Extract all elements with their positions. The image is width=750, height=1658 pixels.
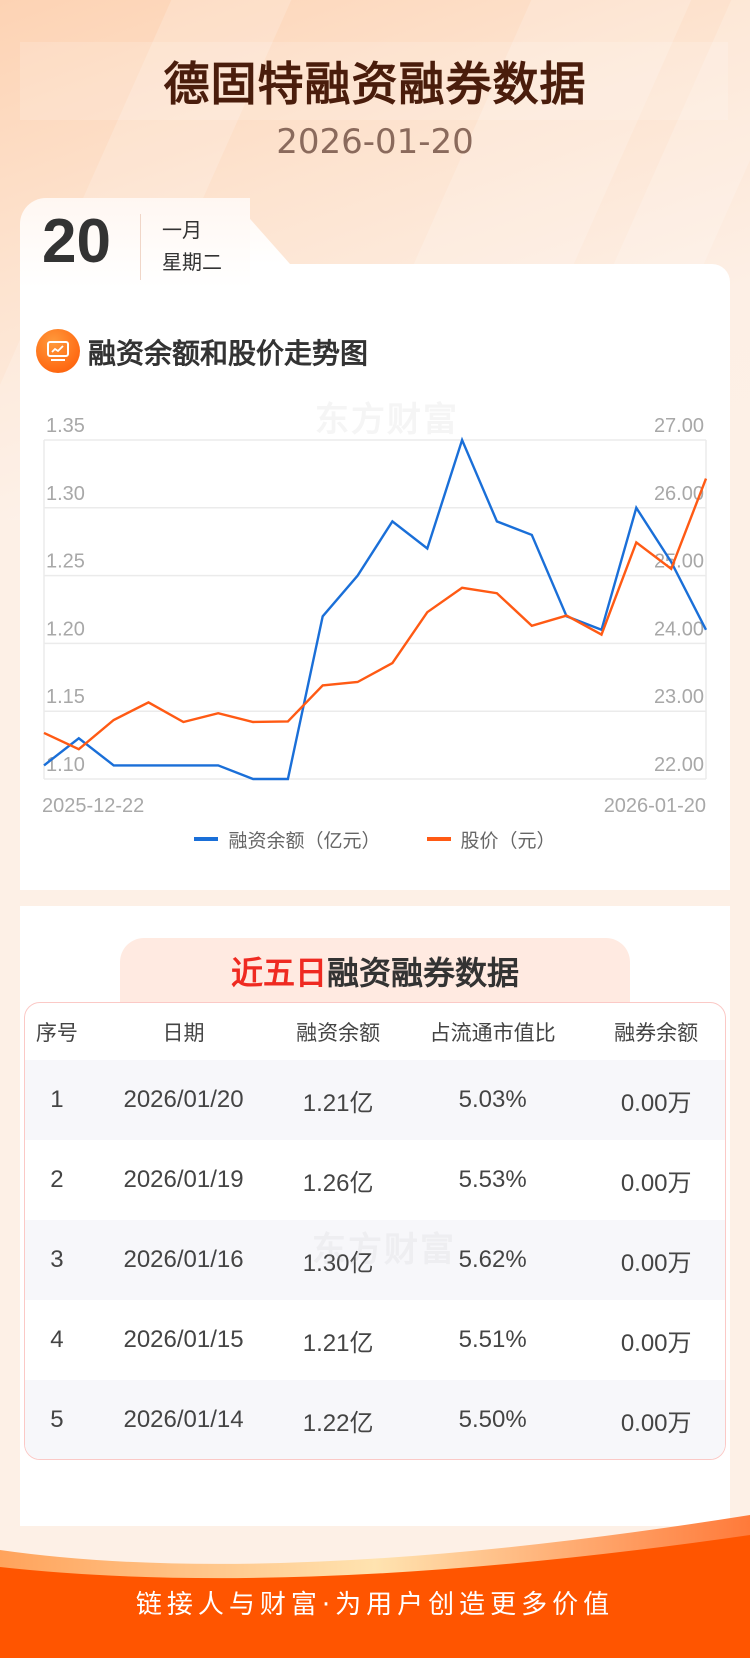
- col-header-short-balance: 融券余额: [614, 1020, 699, 1045]
- cell-float-ratio: 5.50%: [458, 1406, 527, 1433]
- date-weekday: 星期二: [162, 250, 222, 274]
- cell-short-balance: 0.00万: [620, 1169, 692, 1197]
- col-header-date: 日期: [162, 1020, 205, 1045]
- title-band: [20, 42, 728, 120]
- y-right-tick: 22.00: [654, 754, 704, 776]
- y-right-tick: 23.00: [654, 686, 704, 708]
- chart-section-title: 融资余额和股价走势图: [88, 337, 369, 370]
- y-left-tick: 1.25: [46, 551, 85, 573]
- cell-date: 2026/01/19: [123, 1166, 244, 1193]
- cell-short-balance: 0.00万: [620, 1249, 692, 1277]
- cell-date: 2026/01/14: [123, 1406, 244, 1433]
- cell-financing-balance: 1.30亿: [302, 1249, 374, 1277]
- series-line: [43, 478, 708, 751]
- footer-banner: [0, 1480, 750, 1658]
- table-row: 3 2026/01/16 1.30亿 5.62% 0.00万: [25, 1220, 725, 1300]
- table-section-title: 近五日 融资融券数据: [120, 938, 630, 1008]
- col-header-financing-balance: 融资余额: [296, 1020, 381, 1045]
- cell-float-ratio: 5.51%: [458, 1326, 527, 1353]
- chart-legend: 融资余额（亿元） 股价（元）: [0, 826, 750, 852]
- legend-swatch-orange: [426, 837, 451, 841]
- legend-label: 股价（元）: [460, 829, 556, 852]
- cell-index: 1: [50, 1086, 64, 1113]
- date-divider: [140, 214, 141, 280]
- date-day: 20: [42, 207, 111, 276]
- legend-swatch-blue: [194, 837, 219, 841]
- trend-chart-icon: [36, 329, 80, 373]
- date-tab: [20, 198, 250, 288]
- legend-item-stock-price: 股价（元）: [426, 826, 556, 853]
- cell-index: 3: [50, 1246, 64, 1273]
- page-date: 2026-01-20: [276, 122, 474, 162]
- footer-slogan: 链接人与财富·为用户创造更多价值: [135, 1590, 615, 1620]
- title-rest: 融资融券数据: [327, 954, 520, 992]
- y-left-tick: 1.15: [46, 686, 85, 708]
- y-left-tick: 1.10: [46, 754, 85, 776]
- cell-float-ratio: 5.62%: [458, 1246, 527, 1273]
- cell-date: 2026/01/15: [123, 1326, 244, 1353]
- cell-float-ratio: 5.03%: [458, 1086, 527, 1113]
- cell-index: 5: [50, 1406, 64, 1433]
- cell-financing-balance: 1.26亿: [302, 1169, 374, 1197]
- cell-short-balance: 0.00万: [620, 1409, 692, 1437]
- col-header-float-ratio: 占流通市值比: [429, 1020, 556, 1045]
- y-right-tick: 26.00: [654, 483, 704, 505]
- cell-float-ratio: 5.53%: [458, 1166, 527, 1193]
- date-month: 一月: [162, 218, 202, 242]
- y-left-tick: 1.20: [46, 618, 85, 640]
- table-row: 2 2026/01/19 1.26亿 5.53% 0.00万: [25, 1140, 725, 1220]
- page-title: 德固特融资融券数据: [163, 57, 587, 111]
- margin-data-table: 序号 日期 融资余额 占流通市值比 融券余额 1 2026/01/20 1.21…: [24, 1002, 726, 1460]
- cell-financing-balance: 1.22亿: [302, 1409, 374, 1437]
- legend-label: 融资余额（亿元）: [228, 829, 381, 852]
- x-end-label: 2026-01-20: [604, 795, 706, 817]
- cell-index: 2: [50, 1166, 64, 1193]
- watermark-text: 东方财富: [315, 400, 459, 440]
- cell-financing-balance: 1.21亿: [302, 1089, 374, 1117]
- cell-date: 2026/01/20: [123, 1086, 244, 1113]
- cell-financing-balance: 1.21亿: [302, 1329, 374, 1357]
- y-right-tick: 27.00: [654, 415, 704, 437]
- y-left-tick: 1.35: [46, 415, 85, 437]
- table-row: 4 2026/01/15 1.21亿 5.51% 0.00万: [25, 1300, 725, 1380]
- x-start-label: 2025-12-22: [42, 795, 144, 817]
- cell-index: 4: [50, 1326, 64, 1353]
- watermark-text: 东方财富: [312, 1230, 456, 1270]
- cell-short-balance: 0.00万: [620, 1329, 692, 1357]
- cell-date: 2026/01/16: [123, 1246, 244, 1273]
- col-header-index: 序号: [35, 1020, 78, 1045]
- legend-item-financing-balance: 融资余额（亿元）: [194, 826, 381, 853]
- table-header: 序号 日期 融资余额 占流通市值比 融券余额: [25, 1003, 725, 1060]
- table-row: 5 2026/01/14 1.22亿 5.50% 0.00万: [25, 1380, 725, 1459]
- title-highlight: 近五日: [230, 954, 327, 992]
- y-left-tick: 1.30: [46, 483, 85, 505]
- cell-short-balance: 0.00万: [620, 1089, 692, 1117]
- series-line: [43, 436, 708, 781]
- y-right-tick: 24.00: [654, 618, 704, 640]
- table-row: 1 2026/01/20 1.21亿 5.03% 0.00万: [25, 1060, 725, 1140]
- chart-card: [20, 264, 730, 890]
- line-chart: 1.35 27.001.30 26.001.25 25.001.20 24.001.15…: [42, 415, 708, 817]
